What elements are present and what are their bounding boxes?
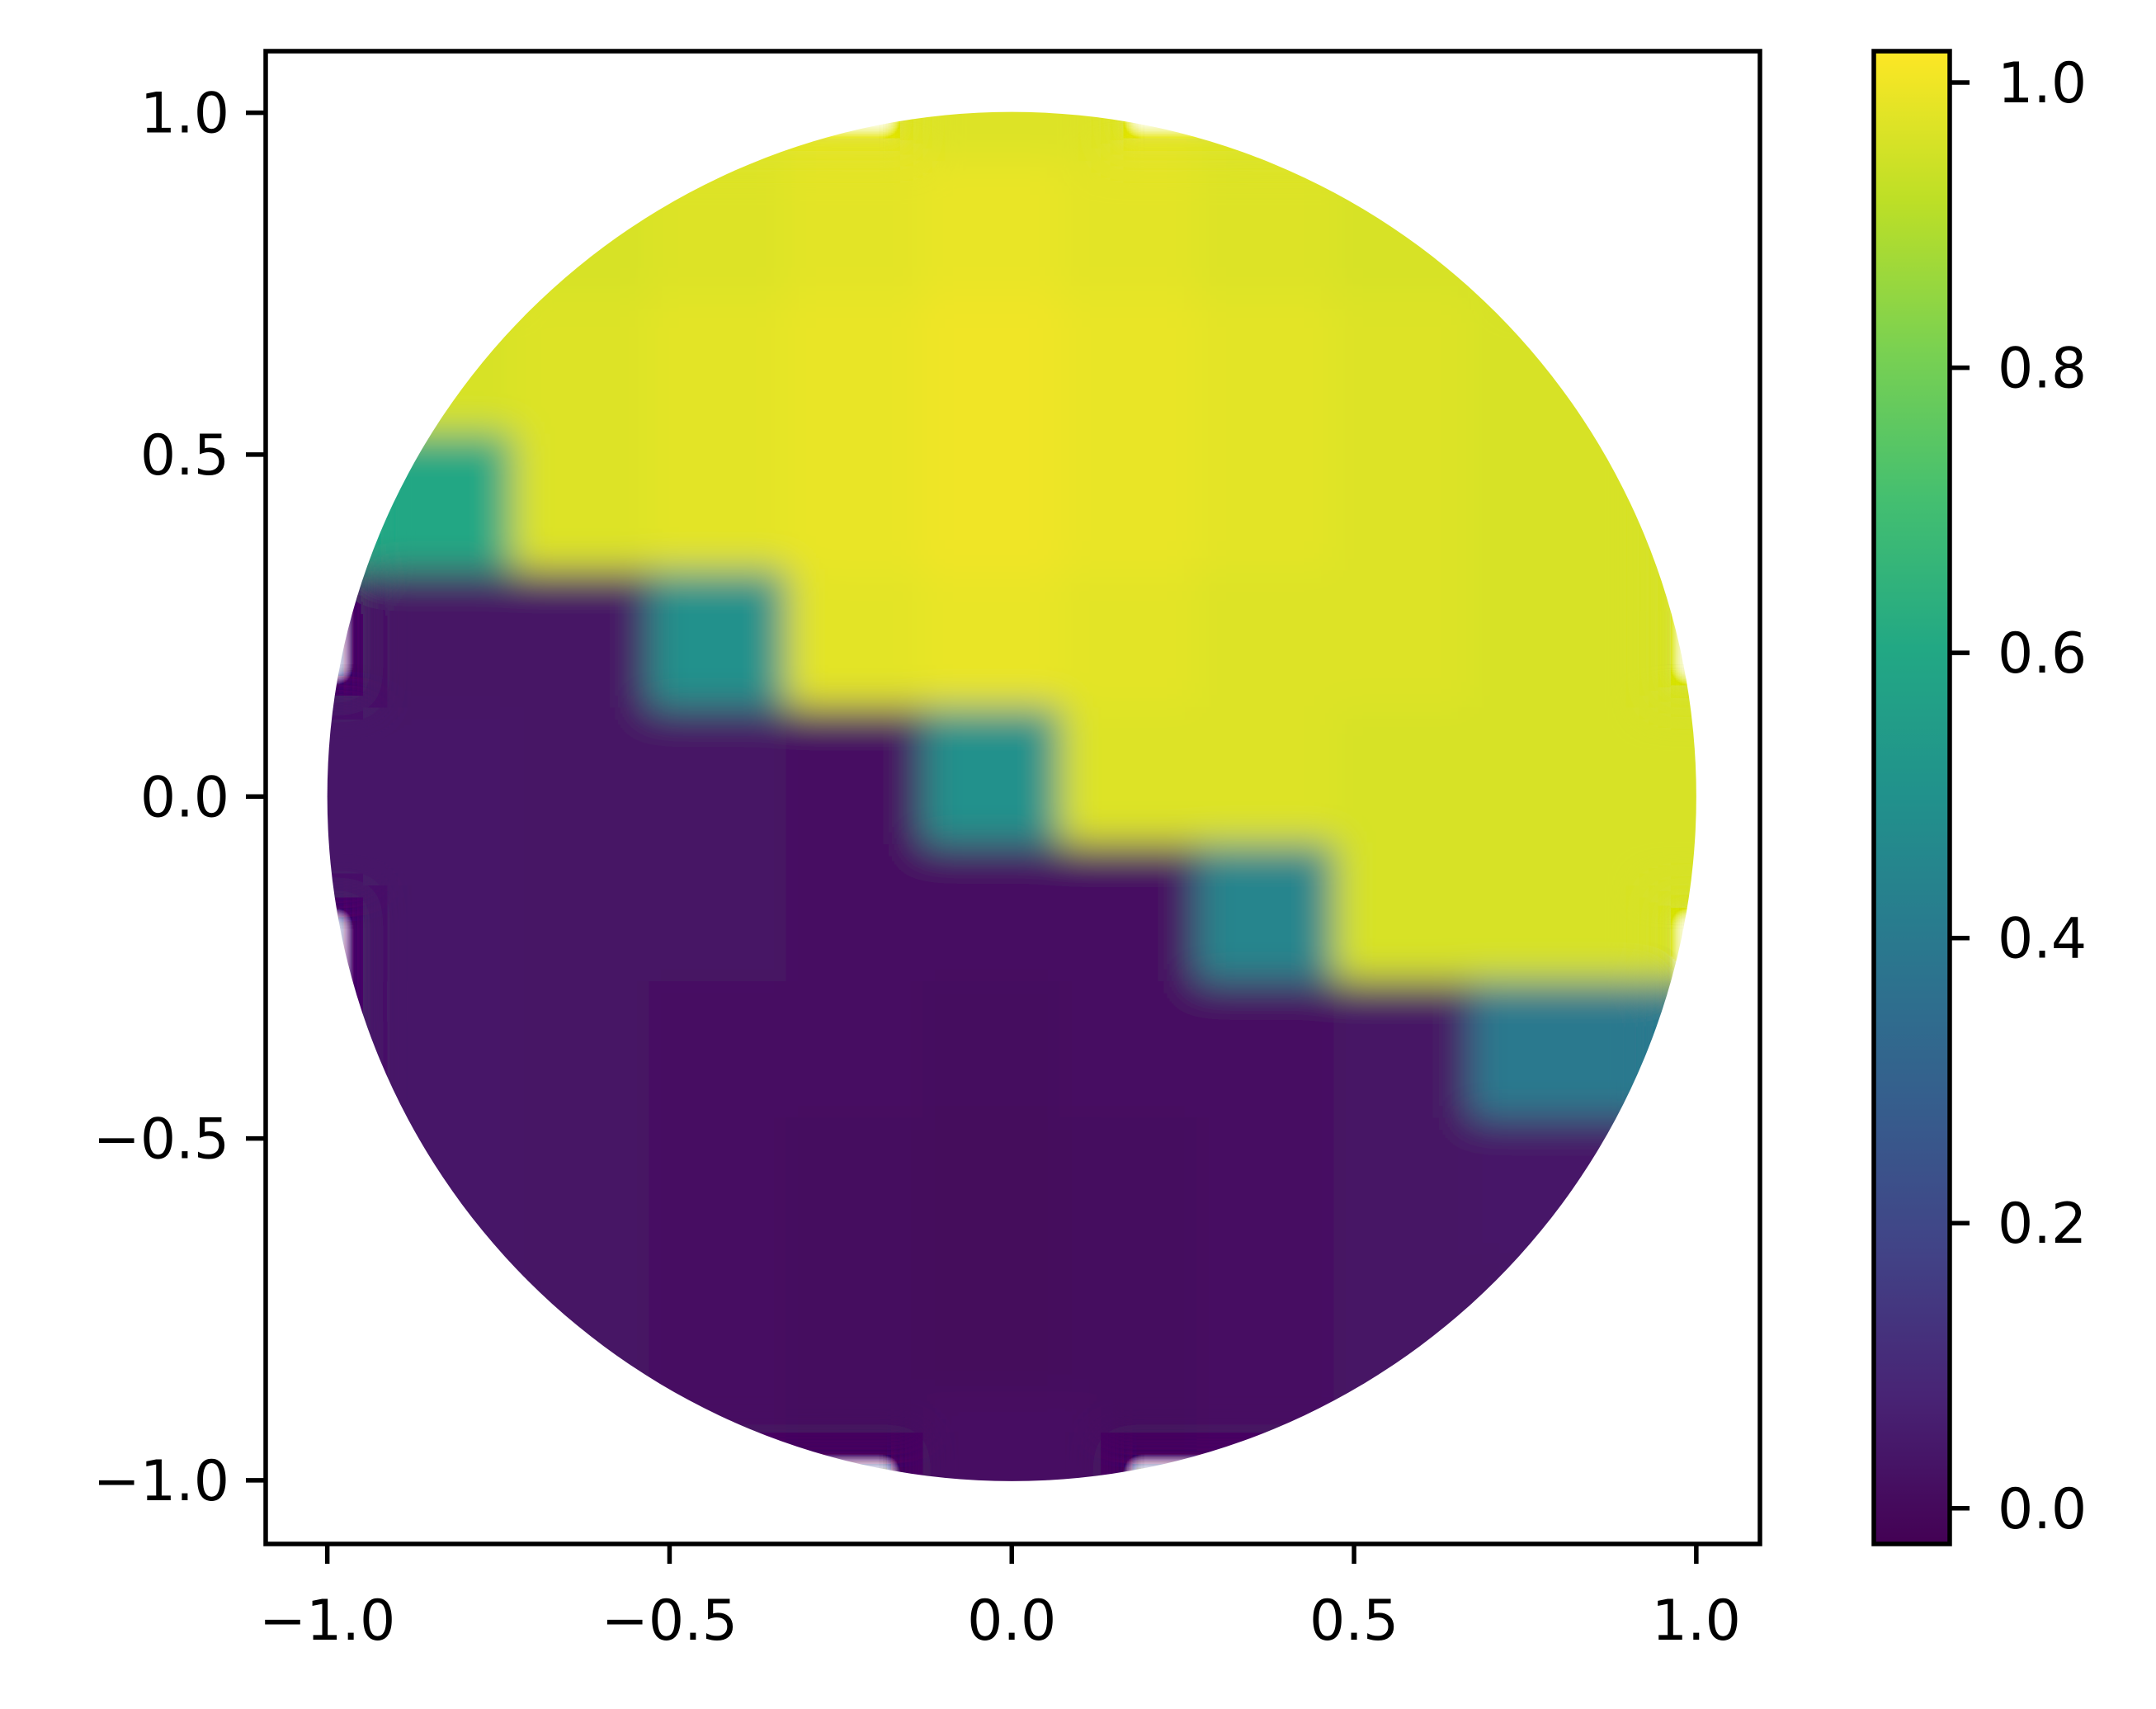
x-tick-label: 1.0 — [1652, 1589, 1741, 1654]
colorbar-tick-label: 0.8 — [1998, 337, 2087, 402]
y-tick-label: −0.5 — [93, 1107, 229, 1173]
colorbar — [1874, 51, 1950, 1544]
x-tick-label: 0.0 — [967, 1589, 1056, 1654]
colorbar-tick-label: 0.4 — [1998, 907, 2087, 972]
x-tick-label: −0.5 — [602, 1589, 738, 1654]
y-tick-label: 0.5 — [140, 423, 229, 489]
field-cell — [1333, 1254, 1512, 1433]
x-tick-label: −1.0 — [259, 1589, 395, 1654]
colorbar-tick-label: 1.0 — [1998, 51, 2087, 116]
x-tick-label: 0.5 — [1309, 1589, 1399, 1654]
colorbar-tick-label: 0.2 — [1998, 1192, 2087, 1257]
colorbar-tick-label: 0.6 — [1998, 621, 2087, 687]
y-tick-label: 1.0 — [140, 82, 229, 147]
field — [327, 111, 1696, 1481]
colorbar-tick-label: 0.0 — [1998, 1477, 2087, 1542]
y-tick-label: −1.0 — [93, 1449, 229, 1514]
colorbar-frame — [1871, 49, 1952, 1546]
field-cells — [327, 111, 1696, 1481]
y-tick-label: 0.0 — [140, 765, 229, 830]
field-cell — [922, 1391, 1102, 1481]
